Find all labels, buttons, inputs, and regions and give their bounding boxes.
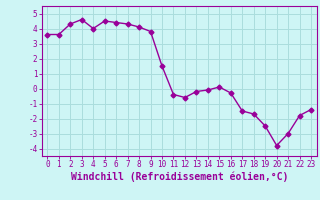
X-axis label: Windchill (Refroidissement éolien,°C): Windchill (Refroidissement éolien,°C) [70,172,288,182]
